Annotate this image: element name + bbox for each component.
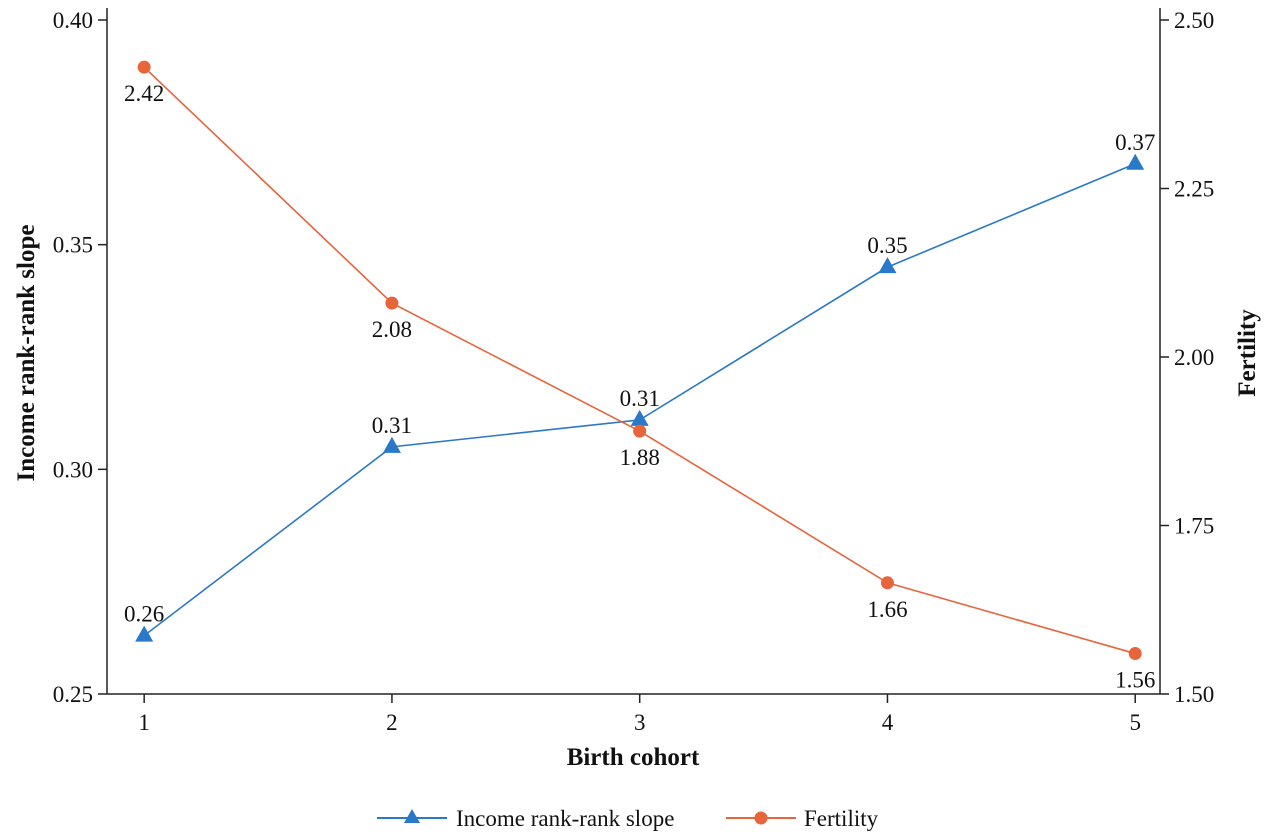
x-tick-label-3: 3: [634, 710, 646, 735]
income-point-5: [1126, 153, 1145, 170]
right-tick-label-1: 1.75: [1174, 514, 1214, 539]
left-axis-title: Income rank-rank slope: [13, 225, 40, 482]
series-line-fertility: [143, 66, 1136, 655]
fertility-point-2: [385, 296, 399, 310]
fertility-point-3: [633, 424, 647, 438]
legend: Income rank-rank slope Fertility: [377, 806, 879, 831]
income-point-4: [878, 257, 897, 274]
left-tick-label-1: 0.30: [53, 457, 93, 482]
x-tick-label-5: 5: [1129, 710, 1141, 735]
right-axis-title: Fertility: [1234, 309, 1261, 397]
fertility-label-3: 1.88: [620, 445, 660, 470]
legend-marker-circle: [754, 811, 768, 825]
right-tick-label-3: 2.25: [1174, 177, 1214, 202]
fertility-label-2: 2.08: [372, 317, 412, 342]
legend-marker-triangle: [404, 809, 420, 823]
fertility-point-1: [137, 60, 151, 74]
legend-label-income: Income rank-rank slope: [456, 806, 674, 831]
fertility-point-5: [1128, 647, 1142, 661]
left-tick-label-2: 0.35: [53, 233, 93, 258]
right-axis-ticks: 1.50 1.75 2.00 2.25 2.50: [1160, 8, 1214, 707]
income-label-2: 0.31: [372, 413, 412, 438]
income-label-5: 0.37: [1115, 130, 1155, 155]
x-tick-label-4: 4: [882, 710, 894, 735]
series-layer: 0.26 0.31 0.31 0.35 0.37 2.42 2.08 1.88 1.66 1.56: [124, 60, 1155, 693]
fertility-label-4: 1.66: [867, 597, 907, 622]
income-label-1: 0.26: [124, 602, 164, 627]
right-tick-label-4: 2.50: [1174, 8, 1214, 33]
income-point-2: [382, 436, 401, 453]
right-tick-label-2: 2.00: [1174, 345, 1214, 370]
left-tick-label-3: 0.40: [53, 8, 93, 33]
x-tick-label-2: 2: [386, 710, 398, 735]
income-label-4: 0.35: [867, 233, 907, 258]
legend-label-fertility: Fertility: [804, 806, 879, 831]
x-axis-title: Birth cohort: [567, 744, 700, 771]
left-tick-label-0: 0.25: [53, 682, 93, 707]
income-point-3: [630, 409, 649, 426]
x-tick-label-1: 1: [138, 710, 150, 735]
fertility-point-4: [880, 576, 894, 590]
fertility-label-1: 2.42: [124, 81, 164, 106]
income-label-3: 0.31: [620, 386, 660, 411]
x-axis-ticks: 1 2 3 4 5: [138, 694, 1141, 735]
income-point-1: [135, 625, 154, 642]
left-axis-ticks: 0.25 0.30 0.35 0.40: [53, 8, 107, 707]
fertility-label-5: 1.56: [1115, 668, 1155, 693]
right-tick-label-0: 1.50: [1174, 682, 1214, 707]
